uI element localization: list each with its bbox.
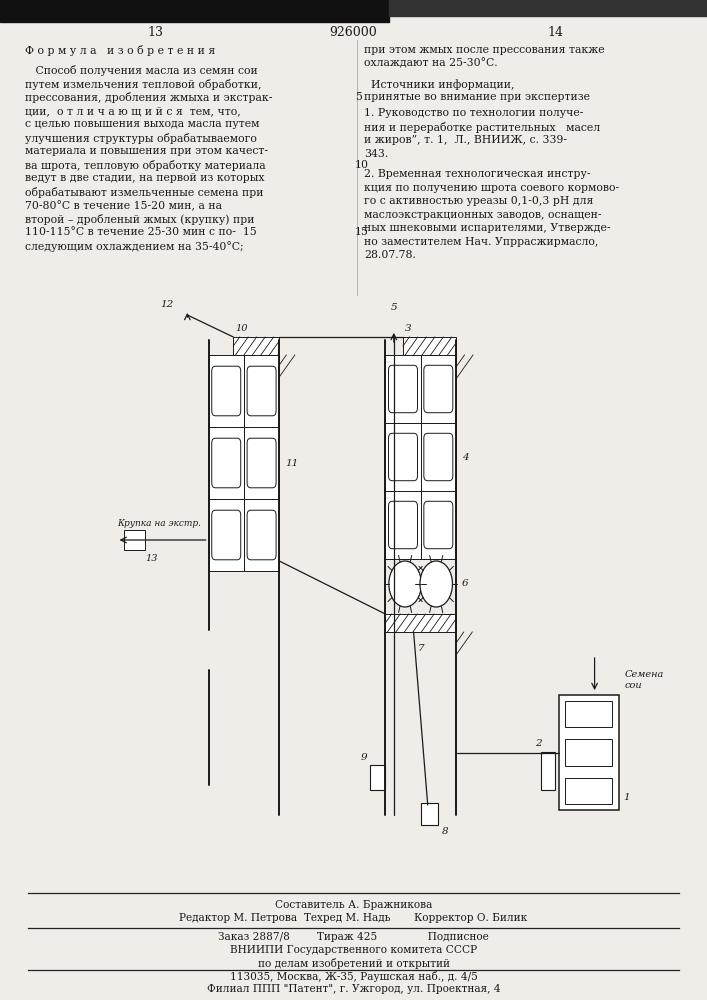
FancyBboxPatch shape: [212, 366, 240, 416]
Bar: [385, 423, 421, 491]
Bar: [244, 499, 279, 571]
FancyBboxPatch shape: [423, 365, 452, 413]
Bar: [421, 491, 456, 559]
Text: Составитель А. Бражникова: Составитель А. Бражникова: [275, 900, 432, 910]
Text: Семена
сои: Семена сои: [624, 670, 664, 690]
Text: 13: 13: [145, 554, 158, 563]
Text: ных шнековыми испарителями, Утвержде-: ных шнековыми испарителями, Утвержде-: [364, 223, 611, 233]
Text: го с активностью уреазы 0,1-0,3 рН для: го с активностью уреазы 0,1-0,3 рН для: [364, 196, 593, 206]
Bar: [389, 0, 707, 16]
Bar: [565, 778, 612, 804]
Text: Редактор М. Петрова  Техред М. Надь       Корректор О. Билик: Редактор М. Петрова Техред М. Надь Корре…: [180, 913, 527, 923]
Text: Ф о р м у л а   и з о б р е т е н и я: Ф о р м у л а и з о б р е т е н и я: [25, 45, 215, 56]
Text: материала и повышения при этом качест-: материала и повышения при этом качест-: [25, 146, 268, 156]
Bar: [0, 0, 389, 22]
Text: 343.: 343.: [364, 149, 388, 159]
Text: 28.07.78.: 28.07.78.: [364, 250, 416, 260]
Text: обрабатывают измельченные семена при: обрабатывают измельченные семена при: [25, 187, 263, 198]
FancyBboxPatch shape: [247, 438, 276, 488]
Text: 9: 9: [361, 753, 368, 762]
Bar: [124, 530, 145, 550]
Text: 15: 15: [355, 227, 369, 237]
Bar: [385, 614, 456, 632]
Text: но заместителем Нач. Упррасжирмасло,: но заместителем Нач. Упррасжирмасло,: [364, 237, 599, 247]
Bar: [209, 427, 244, 499]
Bar: [244, 427, 279, 499]
Text: 5: 5: [355, 92, 362, 102]
Text: 1: 1: [623, 793, 629, 802]
Bar: [385, 355, 421, 423]
Circle shape: [389, 561, 421, 607]
FancyBboxPatch shape: [389, 501, 417, 549]
Text: с целью повышения выхода масла путем: с целью повышения выхода масла путем: [25, 119, 259, 129]
Text: 10: 10: [235, 324, 248, 333]
Bar: [565, 701, 612, 727]
Text: 4: 4: [462, 452, 468, 462]
Text: принятые во внимание при экспертизе: принятые во внимание при экспертизе: [364, 92, 590, 102]
Text: 13: 13: [148, 26, 163, 39]
Text: 8: 8: [442, 827, 448, 836]
FancyBboxPatch shape: [212, 438, 240, 488]
Bar: [421, 423, 456, 491]
Text: ции,  о т л и ч а ю щ и й с я  тем, что,: ции, о т л и ч а ю щ и й с я тем, что,: [25, 106, 240, 116]
Text: 2: 2: [535, 739, 542, 748]
Text: 7: 7: [417, 644, 424, 653]
Text: 12: 12: [160, 300, 173, 309]
Text: 5: 5: [390, 303, 397, 312]
Bar: [385, 491, 421, 559]
Text: 11: 11: [285, 458, 298, 468]
Text: охлаждают на 25-30°С.: охлаждают на 25-30°С.: [364, 58, 498, 69]
Bar: [565, 739, 612, 766]
Text: кция по получению шрота соевого кормово-: кция по получению шрота соевого кормово-: [364, 183, 619, 193]
FancyBboxPatch shape: [389, 365, 417, 413]
Text: улучшения структуры обрабатываемого: улучшения структуры обрабатываемого: [25, 133, 257, 144]
Text: путем измельчения тепловой обработки,: путем измельчения тепловой обработки,: [25, 79, 262, 90]
Text: Заказ 2887/8        Тираж 425               Подписное: Заказ 2887/8 Тираж 425 Подписное: [218, 932, 489, 942]
Text: прессования, дробления жмыха и экстрак-: прессования, дробления жмыха и экстрак-: [25, 92, 272, 103]
FancyBboxPatch shape: [423, 501, 452, 549]
Bar: [421, 355, 456, 423]
Text: 1. Руководство по технологии получе-: 1. Руководство по технологии получе-: [364, 108, 583, 118]
Text: маслоэкстракционных заводов, оснащен-: маслоэкстракционных заводов, оснащен-: [364, 210, 602, 220]
Bar: [541, 752, 555, 790]
Text: Крупка на экстр.: Крупка на экстр.: [117, 519, 201, 528]
Text: 2. Временная технологическая инстру-: 2. Временная технологическая инстру-: [364, 169, 590, 179]
FancyBboxPatch shape: [247, 366, 276, 416]
Text: ния и переработке растительных   масел: ния и переработке растительных масел: [364, 122, 600, 133]
Text: 10: 10: [355, 160, 369, 170]
Text: ведут в две стадии, на первой из которых: ведут в две стадии, на первой из которых: [25, 173, 264, 183]
Text: 110-115°С в течение 25-30 мин с по-  15: 110-115°С в течение 25-30 мин с по- 15: [25, 227, 257, 237]
Bar: [421, 803, 438, 825]
Bar: [209, 355, 244, 427]
Text: 3: 3: [404, 324, 411, 333]
Text: и жиров”, т. 1,  Л., ВНИИЖ, с. 339-: и жиров”, т. 1, Л., ВНИИЖ, с. 339-: [364, 135, 567, 145]
Text: 70-80°С в течение 15-20 мин, а на: 70-80°С в течение 15-20 мин, а на: [25, 200, 222, 211]
Text: при этом жмых после прессования также: при этом жмых после прессования также: [364, 45, 604, 55]
Bar: [403, 337, 456, 355]
Text: Источники информации,: Источники информации,: [364, 79, 515, 90]
Text: Филиал ППП "Патент", г. Ужгород, ул. Проектная, 4: Филиал ППП "Патент", г. Ужгород, ул. Про…: [206, 984, 501, 994]
Circle shape: [420, 561, 452, 607]
Text: второй – дробленый жмых (крупку) при: второй – дробленый жмых (крупку) при: [25, 214, 255, 225]
Text: Способ получения масла из семян сои: Способ получения масла из семян сои: [25, 65, 257, 76]
Bar: [559, 695, 619, 810]
Text: ва шрота, тепловую обработку материала: ва шрота, тепловую обработку материала: [25, 160, 265, 171]
Bar: [370, 765, 385, 790]
Bar: [209, 499, 244, 571]
FancyBboxPatch shape: [389, 433, 417, 481]
Text: 6: 6: [462, 580, 468, 588]
Bar: [244, 355, 279, 427]
Text: 14: 14: [547, 26, 563, 39]
Text: 113035, Москва, Ж-35, Раушская наб., д. 4/5: 113035, Москва, Ж-35, Раушская наб., д. …: [230, 971, 477, 982]
Bar: [233, 337, 279, 355]
Text: по делам изобретений и открытий: по делам изобретений и открытий: [257, 958, 450, 969]
Text: следующим охлаждением на 35-40°С;: следующим охлаждением на 35-40°С;: [25, 241, 243, 252]
FancyBboxPatch shape: [423, 433, 452, 481]
Text: 926000: 926000: [329, 26, 378, 39]
Text: ВНИИПИ Государственного комитета СССР: ВНИИПИ Государственного комитета СССР: [230, 945, 477, 955]
FancyBboxPatch shape: [247, 510, 276, 560]
FancyBboxPatch shape: [212, 510, 240, 560]
